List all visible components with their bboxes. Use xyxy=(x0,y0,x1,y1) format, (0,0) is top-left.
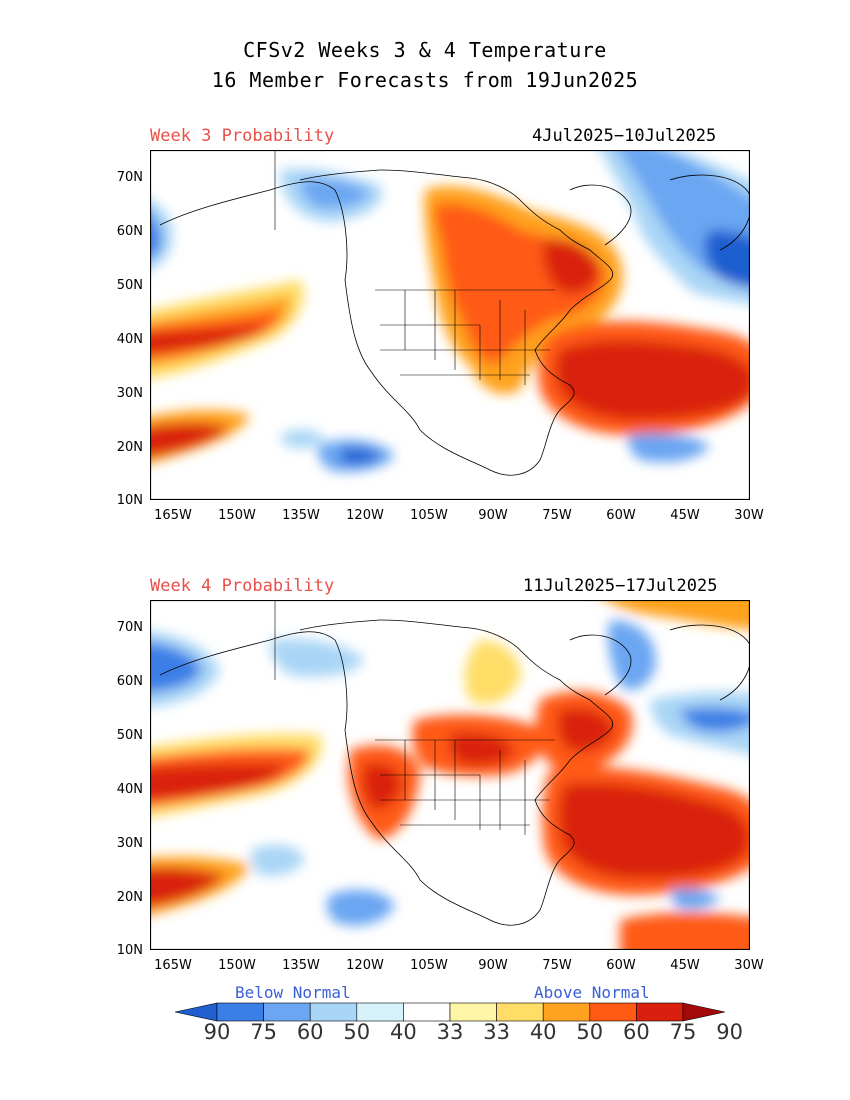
colorbar-tick-label: 40 xyxy=(529,1020,557,1044)
lon-label: 75W xyxy=(542,958,572,973)
colorbar-tick-label: 50 xyxy=(343,1020,371,1044)
colorbar xyxy=(175,1002,725,1022)
colorbar-tick-label: 75 xyxy=(669,1020,697,1044)
lon-label: 45W xyxy=(670,958,700,973)
colorbar-swatch xyxy=(589,1002,637,1022)
lon-label: 60W xyxy=(606,508,636,523)
lat-label: 30N xyxy=(116,836,143,851)
colorbar-swatch xyxy=(403,1002,451,1022)
lon-label: 30W xyxy=(734,958,764,973)
chart-title: CFSv2 Weeks 3 & 4 Temperature xyxy=(243,38,607,62)
lon-label: 135W xyxy=(282,508,320,523)
lat-label: 40N xyxy=(116,782,143,797)
colorbar-tick-label: 60 xyxy=(296,1020,324,1044)
colorbar-swatch xyxy=(263,1002,311,1022)
lon-label: 165W xyxy=(154,508,192,523)
lat-label: 60N xyxy=(116,674,143,689)
week4-date-range: 11Jul2025−17Jul2025 xyxy=(523,576,718,596)
lat-label: 50N xyxy=(116,278,143,293)
lat-label: 60N xyxy=(116,224,143,239)
colorbar-tick-label: 90 xyxy=(203,1020,231,1044)
lon-label: 105W xyxy=(410,958,448,973)
colorbar-swatch xyxy=(496,1002,544,1022)
week4-map xyxy=(150,600,750,950)
lon-label: 165W xyxy=(154,958,192,973)
colorbar-tick-label: 60 xyxy=(623,1020,650,1044)
lat-label: 20N xyxy=(116,890,143,905)
lon-label: 120W xyxy=(346,508,384,523)
colorbar-tick-label: 33 xyxy=(436,1020,464,1044)
colorbar-tick-label: 40 xyxy=(390,1020,417,1044)
week3-map xyxy=(150,150,750,500)
lat-label: 30N xyxy=(116,386,143,401)
colorbar-swatch xyxy=(542,1002,591,1022)
colorbar-tick-label: 75 xyxy=(250,1020,277,1044)
lon-label: 45W xyxy=(670,508,700,523)
colorbar-swatch xyxy=(636,1002,684,1022)
above-normal-label: Above Normal xyxy=(534,983,650,1002)
lon-label: 90W xyxy=(478,508,508,523)
colorbar-swatch xyxy=(356,1002,404,1022)
week4-label: Week 4 Probability xyxy=(150,576,335,596)
colorbar-swatch xyxy=(449,1002,497,1022)
lat-label: 40N xyxy=(116,332,143,347)
week3-date-range: 4Jul2025−10Jul2025 xyxy=(532,126,717,146)
lon-label: 135W xyxy=(282,958,320,973)
week3-label: Week 3 Probability xyxy=(150,126,335,146)
lat-label: 70N xyxy=(116,620,143,635)
colorbar-tick-label: 90 xyxy=(716,1020,743,1044)
lat-label: 20N xyxy=(116,440,143,455)
lon-label: 150W xyxy=(218,958,256,973)
chart-subtitle: 16 Member Forecasts from 19Jun2025 xyxy=(211,68,639,92)
lon-label: 30W xyxy=(734,508,764,523)
lat-label: 50N xyxy=(116,728,143,743)
lon-label: 60W xyxy=(606,958,636,973)
colorbar-swatch xyxy=(175,1002,218,1022)
lat-label: 10N xyxy=(116,493,143,508)
lon-label: 75W xyxy=(542,508,572,523)
lon-label: 90W xyxy=(478,958,508,973)
colorbar-swatch xyxy=(216,1002,264,1022)
lon-label: 120W xyxy=(346,958,384,973)
colorbar-swatch xyxy=(682,1002,725,1022)
lon-label: 105W xyxy=(410,508,448,523)
lat-label: 10N xyxy=(116,943,143,958)
colorbar-swatch xyxy=(309,1002,358,1022)
lon-label: 150W xyxy=(218,508,256,523)
lat-label: 70N xyxy=(116,170,143,185)
below-normal-label: Below Normal xyxy=(235,983,351,1002)
colorbar-tick-label: 50 xyxy=(576,1020,604,1044)
colorbar-tick-label: 33 xyxy=(483,1020,510,1044)
